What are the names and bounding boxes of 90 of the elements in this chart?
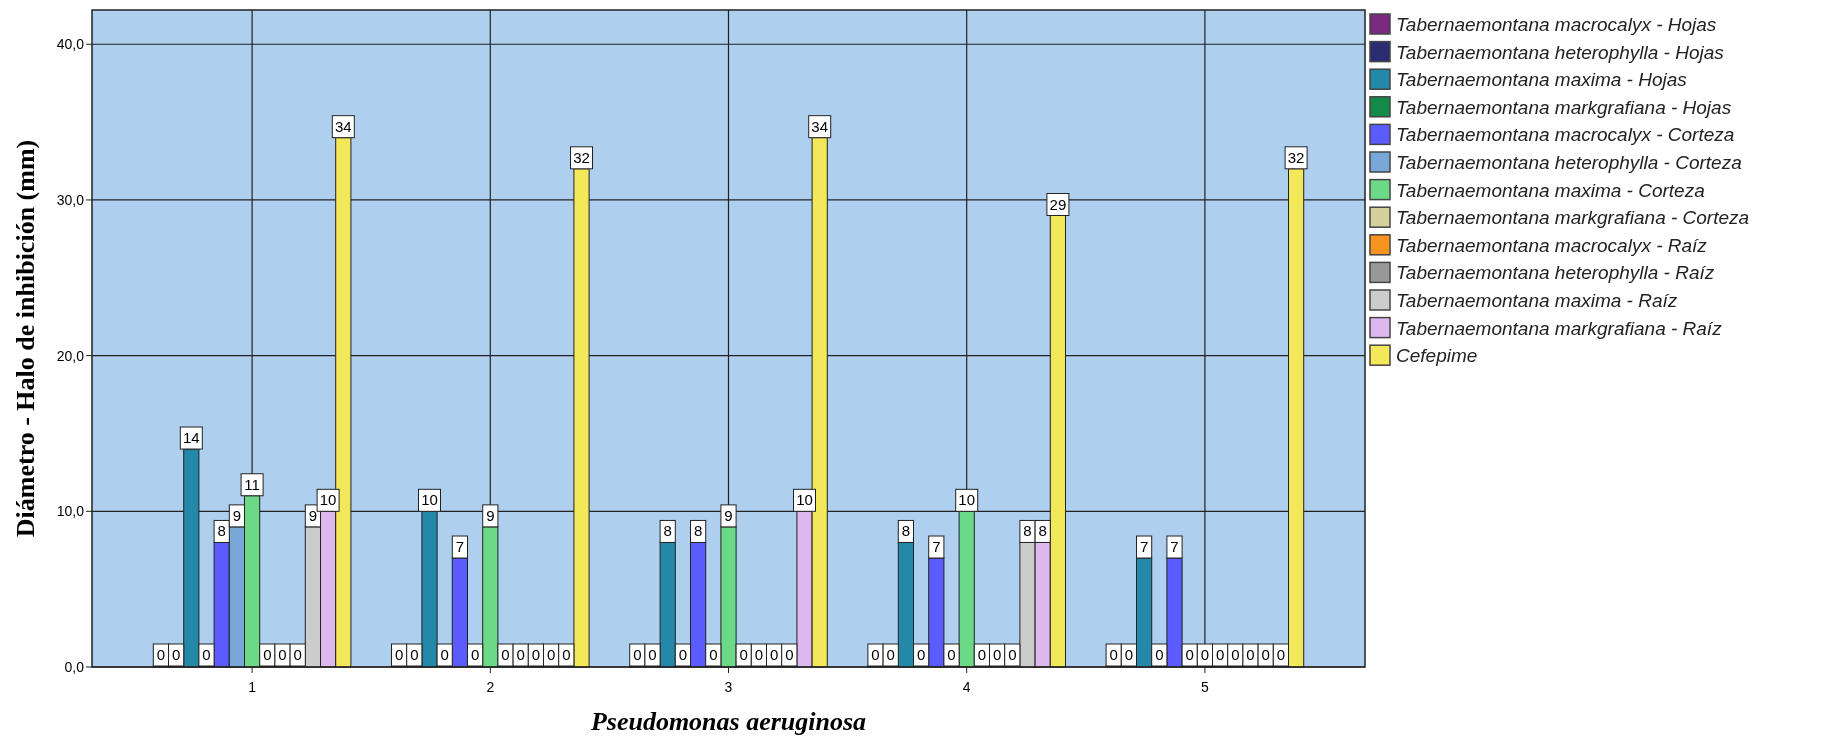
data-label: 9 xyxy=(308,506,318,524)
data-label: 0 xyxy=(531,646,541,663)
data-label: 0 xyxy=(440,646,449,663)
legend-label: Tabernaemontana maxima - Hojas xyxy=(1396,69,1688,91)
data-label: 8 xyxy=(1038,522,1047,540)
legend-label: Tabernaemontana markgrafiana - Hojas xyxy=(1396,96,1732,118)
data-label: 32 xyxy=(573,148,590,166)
data-label: 0 xyxy=(886,646,895,663)
y-tick-label: 0,0 xyxy=(64,659,85,675)
data-label: 0 xyxy=(278,646,287,663)
data-label: 11 xyxy=(244,475,260,493)
data-label: 34 xyxy=(334,117,352,135)
legend-label: Tabernaemontana heterophylla - Corteza xyxy=(1396,152,1742,173)
legend-label: Tabernaemontana heterophylla - Raíz xyxy=(1396,262,1715,284)
data-label: 0 xyxy=(1109,646,1118,663)
data-label: 9 xyxy=(724,506,733,524)
data-label: 8 xyxy=(663,522,672,540)
data-label: 0 xyxy=(1276,646,1286,663)
data-label: 0 xyxy=(1231,646,1240,663)
y-tick-label: 40,0 xyxy=(56,36,85,53)
data-label: 0 xyxy=(947,646,956,663)
y-tick-label: 20,0 xyxy=(56,347,85,364)
data-label: 8 xyxy=(901,522,911,540)
data-label: 0 xyxy=(470,646,480,663)
data-label: 0 xyxy=(156,646,166,663)
x-tick-label: 5 xyxy=(1201,679,1209,695)
legend-label: Tabernaemontana heterophylla - Hojas xyxy=(1396,41,1725,63)
data-label: 0 xyxy=(648,646,657,663)
legend-label: Tabernaemontana maxima - Corteza xyxy=(1396,179,1705,201)
data-label: 0 xyxy=(709,646,718,663)
data-label: 10 xyxy=(319,491,337,509)
data-label: 8 xyxy=(217,522,226,540)
data-label: 0 xyxy=(394,646,404,663)
data-label: 32 xyxy=(1287,148,1305,166)
y-tick-label: 30,0 xyxy=(56,191,85,208)
data-label: 0 xyxy=(916,646,926,663)
x-tick-label: 3 xyxy=(724,679,733,695)
data-label: 10 xyxy=(958,491,976,509)
data-label: 10 xyxy=(796,491,813,509)
data-label: 0 xyxy=(263,646,272,663)
data-label: 7 xyxy=(455,538,465,556)
data-label: 0 xyxy=(785,646,794,663)
data-label: 0 xyxy=(171,646,181,663)
data-label: 0 xyxy=(1008,646,1017,663)
legend-label: Tabernaemontana macrocalyx - Hojas xyxy=(1396,14,1717,35)
data-label: 8 xyxy=(693,522,703,540)
data-label: 8 xyxy=(1023,522,1032,540)
legend-label: Tabernaemontana markgrafiana - Corteza xyxy=(1396,207,1750,229)
data-label: 0 xyxy=(1155,646,1164,663)
data-label: 0 xyxy=(516,646,525,663)
legend-label: Tabernaemontana macrocalyx - Raíz xyxy=(1396,234,1708,256)
data-label: 0 xyxy=(871,646,880,663)
data-label: 0 xyxy=(293,646,302,663)
data-label: 34 xyxy=(811,117,829,135)
y-tick-label: 10,0 xyxy=(56,503,85,520)
data-label: 0 xyxy=(678,646,688,663)
data-label: 0 xyxy=(1246,646,1255,663)
data-label: 0 xyxy=(1200,646,1210,663)
legend-label: Tabernaemontana markgrafiana - Raíz xyxy=(1396,317,1723,339)
y-axis-title: Diámetro - Halo de inhibición (mm) xyxy=(11,139,40,538)
legend-label: Tabernaemontana macrocalyx - Corteza xyxy=(1396,124,1735,146)
data-label: 0 xyxy=(769,646,779,663)
data-label: 0 xyxy=(739,646,748,663)
data-label: 0 xyxy=(410,646,419,663)
data-label: 29 xyxy=(1049,195,1067,213)
data-label: 14 xyxy=(182,429,200,447)
data-label: 0 xyxy=(202,646,211,663)
data-label: 0 xyxy=(1185,646,1194,663)
data-label: 0 xyxy=(633,646,642,663)
data-label: 7 xyxy=(1170,538,1179,556)
data-label: 0 xyxy=(754,646,764,663)
x-tick-label: 1 xyxy=(248,679,257,695)
data-label: 0 xyxy=(546,646,556,663)
data-label: 10 xyxy=(421,491,438,509)
x-axis-title: Pseudomonas aeruginosa xyxy=(589,707,867,736)
data-label: 0 xyxy=(562,646,571,663)
data-label: 0 xyxy=(992,646,1002,663)
data-label: 0 xyxy=(1215,646,1225,663)
data-label: 0 xyxy=(1124,646,1134,663)
data-label: 7 xyxy=(932,538,941,556)
data-label: 7 xyxy=(1139,538,1149,556)
x-tick-label: 2 xyxy=(486,679,495,695)
data-label: 0 xyxy=(1261,646,1270,663)
x-tick-label: 4 xyxy=(962,679,971,695)
legend-label: Tabernaemontana maxima - Raíz xyxy=(1396,290,1678,311)
data-label: 0 xyxy=(977,646,987,663)
data-label: 0 xyxy=(501,646,510,663)
legend-label: Cefepime xyxy=(1396,345,1478,367)
data-label: 9 xyxy=(486,506,495,524)
data-label: 9 xyxy=(232,506,242,524)
